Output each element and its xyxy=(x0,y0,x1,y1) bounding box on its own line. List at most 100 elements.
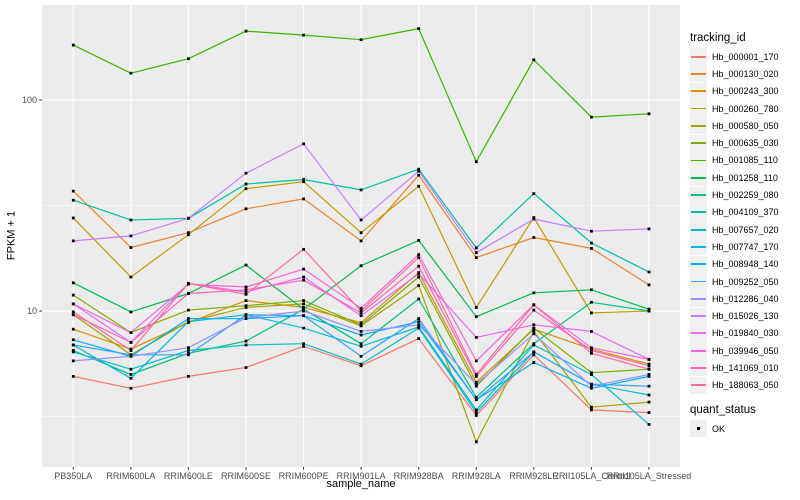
data-point xyxy=(647,367,651,371)
line-key-icon xyxy=(690,290,707,308)
data-point xyxy=(474,336,478,339)
data-point xyxy=(187,346,190,350)
data-point xyxy=(302,307,305,311)
data-point xyxy=(129,349,133,352)
data-point xyxy=(590,351,593,355)
data-point xyxy=(359,342,363,346)
legend-entry: Hb_019840_030 xyxy=(690,324,800,342)
data-point xyxy=(474,246,478,250)
line-key-icon xyxy=(690,151,707,169)
data-point xyxy=(302,275,305,279)
data-point xyxy=(532,303,536,307)
data-point xyxy=(590,241,593,245)
data-point xyxy=(590,288,593,292)
data-point xyxy=(302,33,305,37)
data-point xyxy=(129,71,133,75)
data-point xyxy=(71,189,75,193)
line-key-icon xyxy=(690,48,707,66)
legend-entry-label: Hb_007747_170 xyxy=(712,241,779,252)
data-point xyxy=(532,236,536,239)
legend-entry: Hb_007747_170 xyxy=(690,238,800,256)
data-point xyxy=(474,373,478,376)
data-point xyxy=(302,197,305,201)
data-point xyxy=(359,362,363,366)
data-point xyxy=(71,350,75,354)
legend-entry: Hb_002259_080 xyxy=(690,186,800,204)
line-key-icon xyxy=(690,82,707,100)
data-point xyxy=(474,251,478,255)
data-point xyxy=(647,373,651,376)
data-point xyxy=(244,290,248,294)
data-point xyxy=(359,231,363,235)
data-point xyxy=(532,291,536,295)
data-point xyxy=(302,247,305,251)
data-point xyxy=(302,306,305,309)
data-point xyxy=(302,344,305,348)
data-point xyxy=(647,411,651,414)
data-point xyxy=(187,351,190,355)
line-key-icon xyxy=(690,238,707,256)
legend-entry: Hb_000243_300 xyxy=(690,82,800,100)
data-point xyxy=(71,281,75,285)
data-point xyxy=(244,29,248,33)
legend-entry-label: OK xyxy=(712,423,726,434)
data-point xyxy=(129,275,133,279)
data-point xyxy=(417,239,421,242)
data-point xyxy=(244,207,248,211)
data-point xyxy=(71,310,75,314)
legend-entry-label: Hb_004109_370 xyxy=(712,207,779,218)
data-point xyxy=(302,309,305,313)
data-point xyxy=(244,263,248,267)
data-point xyxy=(129,234,133,238)
data-point xyxy=(532,323,536,327)
data-point xyxy=(244,339,248,343)
x-tick-label: RRII105LA_Control xyxy=(552,471,631,481)
data-point xyxy=(71,43,75,47)
data-point xyxy=(647,283,651,287)
data-point xyxy=(474,408,478,412)
data-point xyxy=(302,278,305,282)
data-point xyxy=(187,353,190,357)
data-point xyxy=(244,306,248,309)
data-point xyxy=(474,315,478,319)
data-point xyxy=(244,288,248,292)
data-point xyxy=(187,216,190,220)
data-point xyxy=(359,364,363,368)
line-key-icon xyxy=(690,203,707,221)
data-point xyxy=(244,292,248,296)
data-point xyxy=(474,395,478,399)
data-point xyxy=(244,187,248,191)
line-key-icon xyxy=(690,273,707,290)
data-point xyxy=(417,253,421,256)
data-point xyxy=(647,362,651,366)
data-point xyxy=(244,171,248,175)
data-point xyxy=(187,231,190,235)
data-point xyxy=(532,350,536,354)
line-key-icon xyxy=(690,169,707,187)
legend-entry: Hb_012286_040 xyxy=(690,290,800,308)
data-point xyxy=(590,382,593,386)
data-point xyxy=(71,293,75,297)
data-point xyxy=(532,332,536,336)
square-point-key-icon xyxy=(690,420,707,438)
legend-entry: Hb_000001_170 xyxy=(690,48,800,66)
legend-entry-label: Hb_000130_020 xyxy=(712,68,779,79)
legend-entry: Hb_009252_050 xyxy=(690,273,800,290)
data-point xyxy=(417,167,421,171)
data-point xyxy=(244,366,248,369)
data-point xyxy=(359,239,363,243)
y-tick-label: 10 xyxy=(26,305,37,316)
legend-entry: Hb_141069_010 xyxy=(690,359,800,377)
y-axis-title: FPKM + 1 xyxy=(5,210,18,261)
legend-entry-label: Hb_039946_050 xyxy=(712,345,779,356)
data-point xyxy=(532,192,536,195)
data-point xyxy=(532,217,536,221)
data-point xyxy=(187,57,190,61)
data-point xyxy=(187,349,190,352)
legend-entry: Hb_001258_110 xyxy=(690,169,800,187)
data-point xyxy=(474,411,478,414)
legend-entry: Hb_008948_140 xyxy=(690,255,800,273)
data-point xyxy=(417,272,421,276)
data-point xyxy=(302,178,305,181)
